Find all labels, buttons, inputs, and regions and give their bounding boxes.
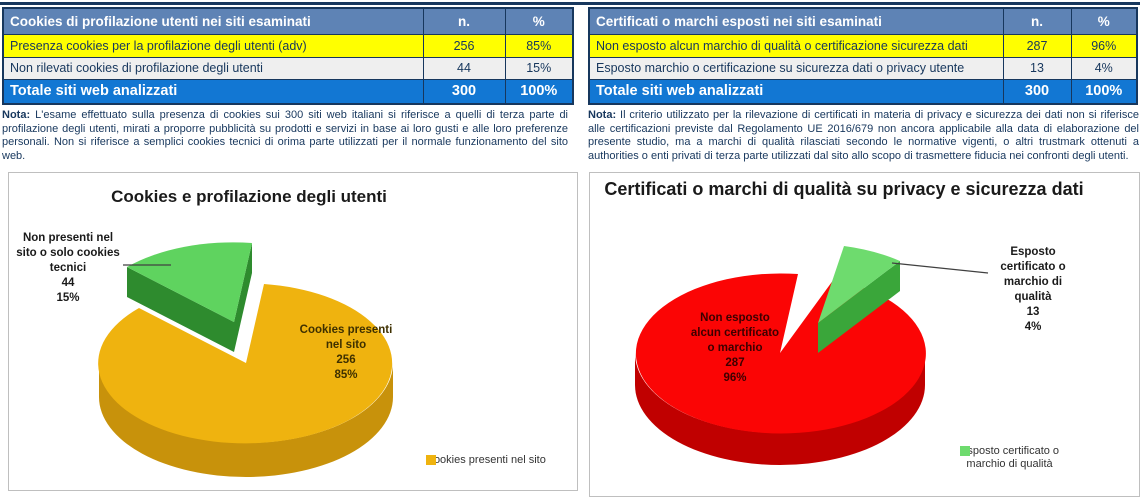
total-n: 300 bbox=[1002, 78, 1072, 105]
pie-slice-label: Cookies presenti nel sito 256 85% bbox=[299, 324, 393, 381]
row-n: 44 bbox=[422, 56, 506, 80]
legend-label: Esposto certificato o marchio di qualità bbox=[960, 445, 1060, 470]
table-total-row: Totale siti web analizzati 300 100% bbox=[2, 78, 574, 105]
total-label: Totale siti web analizzati bbox=[588, 78, 1004, 105]
column-header-label: Cookies di profilazione utenti nei siti … bbox=[2, 7, 424, 35]
row-label: Esposto marchio o certificazione su sicu… bbox=[588, 56, 1004, 80]
pie-slice-main-top bbox=[98, 284, 393, 444]
column-header-label: Certificati o marchi esposti nei siti es… bbox=[588, 7, 1004, 35]
cookies-pie-chart: Cookies e profilazione degli utenti Non … bbox=[8, 172, 578, 491]
column-header-n: n. bbox=[422, 7, 506, 35]
pie-slice-label: Non esposto alcun certificato o marchio … bbox=[690, 312, 780, 384]
legend-label: Cookies presenti nel sito bbox=[426, 454, 546, 466]
cookies-table: Cookies di profilazione utenti nei siti … bbox=[2, 7, 574, 105]
total-pct: 100% bbox=[504, 78, 574, 105]
page-top-rule bbox=[0, 2, 1140, 5]
table-row: Non rilevati cookies di profilazione deg… bbox=[2, 56, 574, 80]
row-pct: 96% bbox=[1070, 33, 1138, 58]
total-label: Totale siti web analizzati bbox=[2, 78, 424, 105]
certificates-table: Certificati o marchi esposti nei siti es… bbox=[588, 7, 1138, 105]
column-header-n: n. bbox=[1002, 7, 1072, 35]
certificates-pie-chart: Certificati o marchi di qualità su priva… bbox=[589, 172, 1140, 497]
pie-callout-label: Esposto certificato o marchio di qualità… bbox=[1000, 246, 1066, 333]
legend-swatch bbox=[960, 446, 970, 456]
table-header-row: Cookies di profilazione utenti nei siti … bbox=[2, 7, 574, 35]
note-cookies: Nota: L'esame effettuato sulla presenza … bbox=[2, 109, 568, 163]
legend-swatch-icon bbox=[426, 455, 436, 465]
row-n: 256 bbox=[422, 33, 506, 58]
table-row: Non esposto alcun marchio di qualità o c… bbox=[588, 33, 1138, 58]
row-label: Presenza cookies per la profilazione deg… bbox=[2, 33, 424, 58]
legend-swatch-icon bbox=[960, 446, 970, 456]
note-certificates: Nota: Il criterio utilizzato per la rile… bbox=[588, 109, 1139, 163]
table-row: Presenza cookies per la profilazione deg… bbox=[2, 33, 574, 58]
total-n: 300 bbox=[422, 78, 506, 105]
column-header-pct: % bbox=[1070, 7, 1138, 35]
pie-slice-exploded-top bbox=[127, 242, 252, 322]
row-label: Non esposto alcun marchio di qualità o c… bbox=[588, 33, 1004, 58]
note-text: Il criterio utilizzato per la rilevazion… bbox=[588, 109, 1139, 162]
chart-title: Cookies e profilazione degli utenti bbox=[111, 187, 387, 206]
note-label: Nota: bbox=[2, 109, 31, 121]
certificates-pie-svg bbox=[635, 246, 989, 465]
pie-slice-main-side bbox=[635, 353, 925, 465]
pie-slice-exploded-side bbox=[127, 267, 234, 352]
note-text: L'esame effettuato sulla presenza di coo… bbox=[2, 109, 568, 162]
table-header-row: Certificati o marchi esposti nei siti es… bbox=[588, 7, 1138, 35]
row-pct: 4% bbox=[1070, 56, 1138, 80]
table-row: Esposto marchio o certificazione su sicu… bbox=[588, 56, 1138, 80]
callout-line bbox=[891, 262, 989, 274]
table-total-row: Totale siti web analizzati 300 100% bbox=[588, 78, 1138, 105]
pie-slice-exploded-side bbox=[234, 243, 252, 352]
pie-slice-exploded-side bbox=[818, 261, 900, 353]
chart-legend: Esposto certificato o marchio di qualità bbox=[960, 445, 1059, 471]
row-pct: 15% bbox=[504, 56, 574, 80]
chart-legend: Cookies presenti nel sito bbox=[426, 454, 546, 467]
column-header-pct: % bbox=[504, 7, 574, 35]
pie-callout-label: Non presenti nel sito o solo cookies tec… bbox=[16, 232, 120, 304]
legend-swatch bbox=[426, 455, 436, 465]
row-n: 13 bbox=[1002, 56, 1072, 80]
total-pct: 100% bbox=[1070, 78, 1138, 105]
row-pct: 85% bbox=[504, 33, 574, 58]
row-label: Non rilevati cookies di profilazione deg… bbox=[2, 56, 424, 80]
row-n: 287 bbox=[1002, 33, 1072, 58]
chart-title: Certificati o marchi di qualità su priva… bbox=[604, 179, 1084, 199]
cookies-pie-svg bbox=[98, 242, 393, 477]
pie-slice-exploded-top bbox=[818, 246, 900, 323]
note-label: Nota: bbox=[588, 109, 617, 121]
pie-slice-main-side bbox=[99, 363, 393, 477]
